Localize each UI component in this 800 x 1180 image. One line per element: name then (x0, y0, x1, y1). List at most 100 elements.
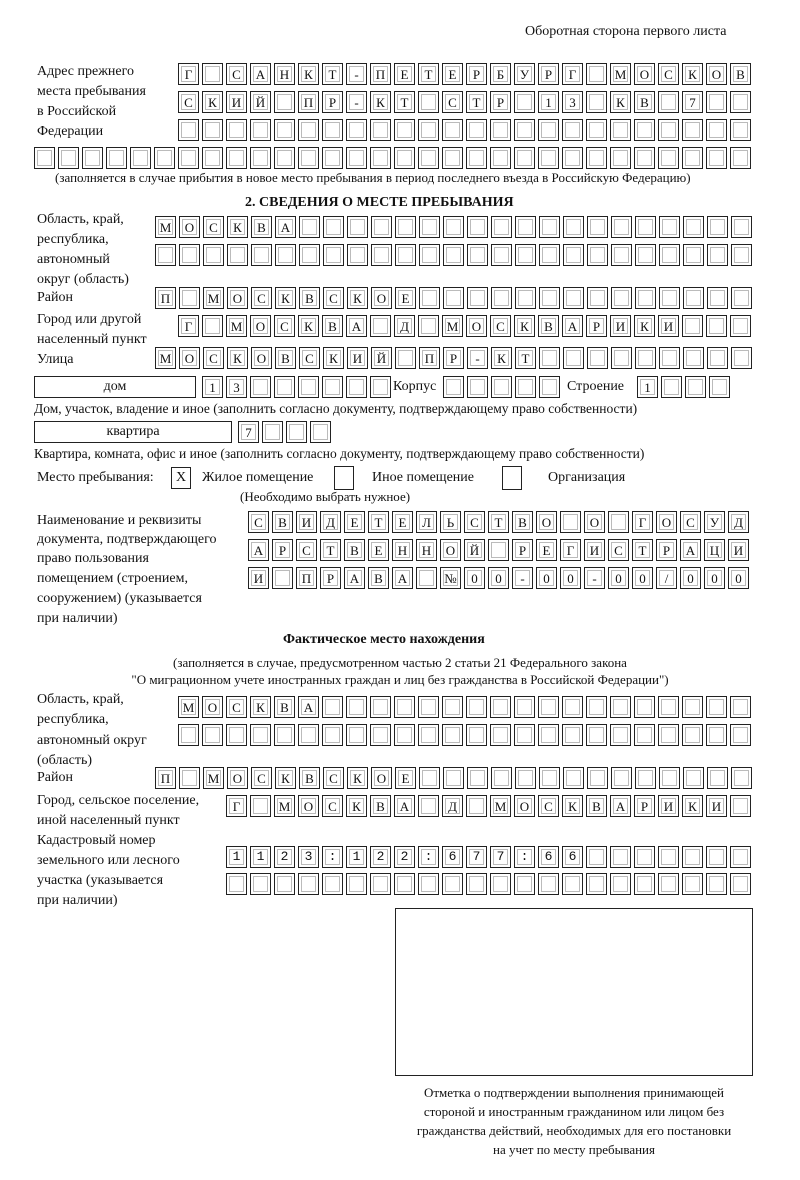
char-cell[interactable] (467, 216, 488, 238)
char-cell[interactable] (610, 873, 631, 895)
char-cell[interactable] (563, 287, 584, 309)
char-cell[interactable]: И (610, 315, 631, 337)
char-cell[interactable] (685, 376, 706, 398)
char-cell[interactable] (370, 376, 391, 398)
char-cell[interactable] (587, 287, 608, 309)
char-cell[interactable]: К (275, 287, 296, 309)
char-cell[interactable] (514, 696, 535, 718)
char-cell[interactable]: Р (512, 539, 533, 561)
char-cell[interactable] (466, 696, 487, 718)
char-cell[interactable] (610, 147, 631, 169)
char-cell[interactable]: С (251, 287, 272, 309)
char-cell[interactable] (659, 767, 680, 789)
other-premises-checkbox[interactable] (334, 466, 354, 490)
char-cell[interactable]: П (419, 347, 440, 369)
char-cell[interactable] (442, 147, 463, 169)
char-cell[interactable] (274, 91, 295, 113)
char-cell[interactable] (442, 119, 463, 141)
char-cell[interactable] (562, 147, 583, 169)
char-cell[interactable] (634, 147, 655, 169)
char-cell[interactable] (179, 244, 200, 266)
char-cell[interactable] (731, 347, 752, 369)
char-cell[interactable] (563, 216, 584, 238)
char-cell[interactable]: Т (466, 91, 487, 113)
char-cell[interactable] (250, 119, 271, 141)
char-cell[interactable] (706, 147, 727, 169)
char-cell[interactable] (322, 724, 343, 746)
char-cell[interactable] (587, 347, 608, 369)
char-cell[interactable] (419, 216, 440, 238)
char-cell[interactable]: К (202, 91, 223, 113)
char-cell[interactable]: В (272, 511, 293, 533)
char-cell[interactable] (490, 147, 511, 169)
char-cell[interactable]: П (296, 567, 317, 589)
char-cell[interactable] (539, 376, 560, 398)
char-cell[interactable]: Д (442, 795, 463, 817)
char-cell[interactable]: С (251, 767, 272, 789)
char-cell[interactable]: 1 (538, 91, 559, 113)
char-cell[interactable]: М (178, 696, 199, 718)
char-cell[interactable] (490, 696, 511, 718)
char-cell[interactable] (538, 873, 559, 895)
char-cell[interactable] (202, 119, 223, 141)
char-cell[interactable] (322, 873, 343, 895)
char-cell[interactable]: О (250, 315, 271, 337)
char-cell[interactable]: Н (392, 539, 413, 561)
char-cell[interactable]: С (226, 696, 247, 718)
char-cell[interactable] (250, 795, 271, 817)
char-cell[interactable]: Л (416, 511, 437, 533)
char-cell[interactable]: / (656, 567, 677, 589)
char-cell[interactable]: Т (515, 347, 536, 369)
char-cell[interactable] (730, 91, 751, 113)
char-cell[interactable] (658, 147, 679, 169)
char-cell[interactable]: О (371, 287, 392, 309)
char-cell[interactable] (730, 315, 751, 337)
char-cell[interactable]: Р (490, 91, 511, 113)
char-cell[interactable]: О (202, 696, 223, 718)
char-cell[interactable] (323, 244, 344, 266)
char-cell[interactable] (709, 376, 730, 398)
char-cell[interactable]: О (514, 795, 535, 817)
char-cell[interactable] (298, 119, 319, 141)
char-cell[interactable] (730, 873, 751, 895)
char-cell[interactable] (707, 767, 728, 789)
char-cell[interactable] (682, 873, 703, 895)
char-cell[interactable] (515, 767, 536, 789)
char-cell[interactable] (587, 216, 608, 238)
char-cell[interactable] (611, 347, 632, 369)
char-cell[interactable] (488, 539, 509, 561)
char-cell[interactable] (418, 795, 439, 817)
char-cell[interactable] (418, 846, 439, 868)
char-cell[interactable]: Д (728, 511, 749, 533)
char-cell[interactable]: 0 (632, 567, 653, 589)
char-cell[interactable] (634, 119, 655, 141)
char-cell[interactable] (586, 91, 607, 113)
char-cell[interactable] (106, 147, 127, 169)
char-cell[interactable] (730, 795, 751, 817)
char-cell[interactable]: С (203, 216, 224, 238)
char-cell[interactable] (683, 287, 704, 309)
char-cell[interactable] (490, 873, 511, 895)
char-cell[interactable]: М (274, 795, 295, 817)
char-cell[interactable] (395, 347, 416, 369)
char-cell[interactable]: Р (656, 539, 677, 561)
char-cell[interactable] (682, 147, 703, 169)
char-cell[interactable] (682, 315, 703, 337)
char-cell[interactable]: И (226, 91, 247, 113)
char-cell[interactable] (707, 287, 728, 309)
char-cell[interactable] (515, 287, 536, 309)
char-cell[interactable] (274, 846, 295, 868)
char-cell[interactable]: В (274, 696, 295, 718)
char-cell[interactable]: - (467, 347, 488, 369)
char-cell[interactable]: В (322, 315, 343, 337)
char-cell[interactable] (514, 91, 535, 113)
char-cell[interactable]: Р (443, 347, 464, 369)
char-cell[interactable] (226, 724, 247, 746)
char-cell[interactable] (635, 287, 656, 309)
char-cell[interactable]: С (178, 91, 199, 113)
char-cell[interactable] (250, 873, 271, 895)
char-cell[interactable] (394, 147, 415, 169)
char-cell[interactable] (730, 119, 751, 141)
char-cell[interactable] (706, 91, 727, 113)
char-cell[interactable] (514, 873, 535, 895)
